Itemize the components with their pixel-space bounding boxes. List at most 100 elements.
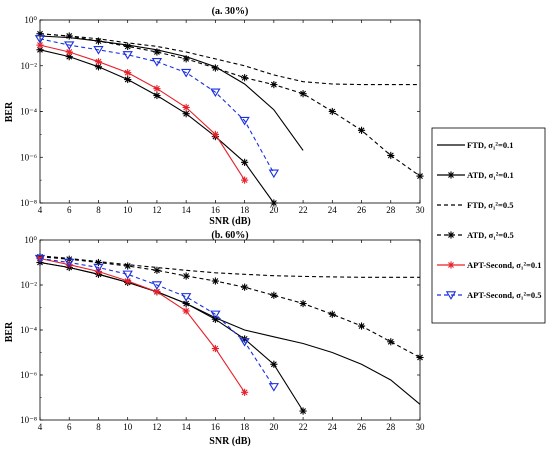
series-line [39,38,275,174]
y-tick-label: 10⁻⁸ [20,198,37,208]
x-tick-label: 16 [211,205,221,215]
data-point [153,91,161,100]
x-tick-label: 22 [299,205,308,215]
data-point [299,90,307,98]
series-5 [34,35,280,179]
data-point [387,338,395,346]
x-tick-label: 14 [182,422,192,432]
panel-b-series [34,253,424,415]
x-tick-label: 28 [386,205,396,215]
legend-entry: APT-Second, σ₁²=0.5 [437,290,541,300]
y-tick-label: 10⁻² [21,280,38,290]
legend-label: FTD, σ₁²=0.5 [467,200,513,210]
x-tick-label: 4 [38,205,43,215]
data-point [182,307,190,315]
panel-a: (a. 30%) 4 6 8 10 12 14 16 18 20 22 24 26 28 30 10⁻⁸1… [4,6,425,227]
data-point [210,310,221,320]
data-point [36,30,44,38]
data-point [241,388,249,396]
data-point [182,299,190,308]
panel-b-plot-area [39,239,421,421]
series-line [39,257,246,393]
panel-a-plot-area [39,19,421,204]
data-point [211,130,219,138]
panel-b-title: (b. 60%) [211,230,248,241]
series-3 [36,30,424,180]
legend-label: ATD, σ₁²=0.1 [467,170,514,180]
legend-box [431,127,546,324]
data-point [94,37,103,45]
series-line [39,44,246,181]
data-point [124,262,132,270]
data-point [299,407,307,415]
x-tick-label: 26 [357,422,367,432]
legend-label: ATD, σ₁²=0.5 [467,230,514,240]
data-point [241,74,249,82]
data-point [93,46,104,55]
data-point [94,58,103,66]
y-tick-label: 10⁻⁴ [20,325,37,335]
legend-entry: ATD, σ₁²=0.1 [437,170,514,180]
data-point [211,315,219,323]
data-point [65,32,73,40]
panel-a-y-ticks: 10⁻⁸ 10⁻⁶ 10⁻⁴ 10⁻² 10⁰ [20,15,420,208]
data-point [416,172,424,180]
x-tick-label: 10 [123,205,133,215]
data-point [153,266,161,274]
panel-b-x-ticks: 4 6 8 10 12 14 16 18 20 22 24 26 28 30 [38,240,425,432]
data-point [122,51,133,60]
series-line [39,261,304,412]
y-tick-label: 10⁻² [21,61,38,71]
legend-items: FTD, σ₁²=0.1 ATD, σ₁²=0.1 FTD, σ₁²=0.5 ATD,… [437,140,541,300]
x-tick-label: 24 [328,422,338,432]
panel-a-y-axis-label: BER [4,101,15,122]
series-5 [34,254,280,392]
data-point [357,322,366,330]
data-point [182,272,190,280]
legend-marker [447,231,455,239]
data-point [268,383,280,392]
data-point [182,103,190,112]
data-point [239,116,250,126]
data-point [182,110,190,118]
x-tick-label: 30 [416,205,426,215]
y-tick-label: 10⁻⁶ [20,370,37,380]
data-point [299,299,307,308]
series-line [39,33,421,177]
data-point [328,107,336,116]
series-0 [39,35,304,151]
data-point [34,35,46,44]
series-line [39,256,421,358]
series-line [39,35,304,151]
series-2 [39,255,420,278]
legend-marker [447,171,455,179]
legend-marker [447,261,455,269]
data-point [124,42,132,51]
x-tick-label: 18 [240,422,250,432]
legend-label: APT-Second, σ₁²=0.1 [467,260,541,270]
data-point [180,68,192,78]
y-tick-label: 10⁻⁴ [20,107,37,117]
series-2 [39,33,420,86]
data-point [153,48,161,56]
x-tick-label: 22 [299,422,308,432]
data-point [328,310,336,318]
x-tick-label: 6 [67,422,72,432]
x-tick-label: 4 [38,422,43,432]
data-point [268,169,280,179]
data-point [241,176,249,184]
data-point [211,344,219,353]
x-tick-label: 10 [123,422,133,432]
x-tick-label: 14 [182,205,192,215]
series-3 [36,253,424,362]
x-tick-label: 26 [357,205,367,215]
data-point [357,126,366,134]
series-line [39,255,420,278]
legend-entry: FTD, σ₁²=0.5 [437,200,513,210]
data-point [270,291,278,299]
legend-entry: ATD, σ₁²=0.5 [437,230,514,240]
panel-b-y-axis-label: BER [4,321,15,342]
data-point [270,80,278,89]
x-tick-label: 18 [240,205,250,215]
